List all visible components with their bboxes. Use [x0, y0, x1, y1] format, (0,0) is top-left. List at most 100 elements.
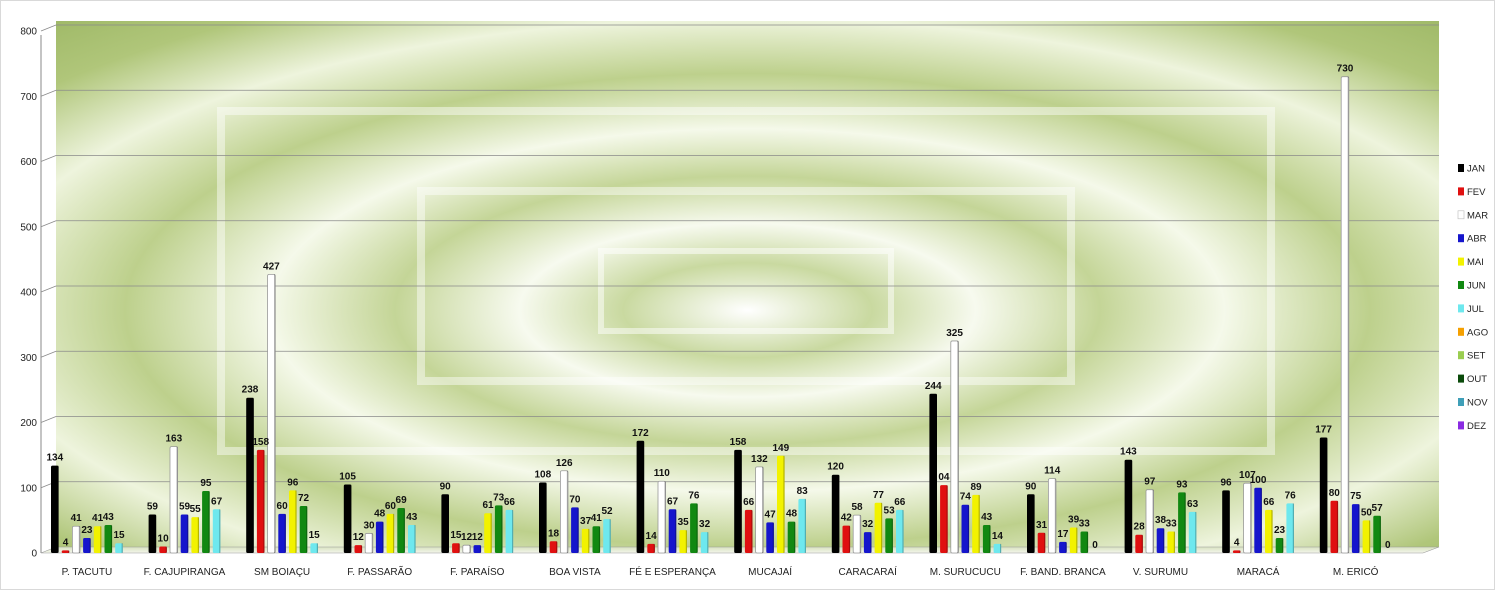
- data-label: 730: [1337, 64, 1354, 75]
- data-label: 66: [894, 497, 906, 508]
- data-label: 0: [1385, 540, 1391, 551]
- x-category-label: FÉ E ESPERANÇA: [629, 565, 716, 578]
- y-tick-label: 700: [20, 92, 37, 103]
- data-label: 120: [827, 462, 844, 473]
- legend-label-mai: MAI: [1467, 257, 1484, 268]
- gridline-diagonal: [40, 220, 57, 228]
- bar-mar: [1145, 489, 1154, 554]
- data-label: 105: [339, 471, 356, 482]
- bar-shade-abr: [1260, 487, 1262, 553]
- bar-shade-mar: [1152, 489, 1154, 553]
- legend-swatch-ago: [1458, 327, 1464, 336]
- bar-shade-fev: [946, 485, 948, 553]
- bar-shade-jan: [545, 482, 547, 553]
- bar-jun: [982, 524, 991, 553]
- bar-mai: [386, 513, 395, 553]
- data-label: 114: [1044, 466, 1061, 477]
- gridline-diagonal: [40, 416, 57, 423]
- gridline-diagonal: [40, 155, 57, 162]
- bar-mai: [1265, 509, 1273, 553]
- data-label: 48: [786, 509, 798, 520]
- bar-shade-fev: [556, 541, 558, 553]
- x-category-label: F. PARAÍSO: [450, 565, 504, 578]
- plot-area-background: [56, 21, 1439, 547]
- bar-shade-mai: [1271, 509, 1273, 553]
- data-label: 47: [765, 509, 777, 520]
- bar-jan: [636, 440, 645, 553]
- bar-jan: [1124, 459, 1133, 553]
- data-label: 66: [1263, 497, 1275, 508]
- legend-swatch-dez: [1458, 421, 1464, 430]
- gridline-diagonal: [40, 89, 57, 97]
- data-label: 93: [1176, 479, 1188, 490]
- bar-jul: [1188, 511, 1197, 553]
- bar-jun: [397, 507, 405, 553]
- data-label: 41: [71, 513, 83, 524]
- y-axis-ticks: 0 100 200 300 400 500 600 700 800: [20, 27, 37, 560]
- bar-shade-jan: [1228, 490, 1230, 553]
- data-label: 134: [46, 453, 63, 464]
- bar-jan: [1319, 437, 1328, 553]
- legend-label-jun: JUN: [1467, 281, 1486, 292]
- bar-shade-mai: [1173, 531, 1175, 553]
- data-label: 163: [165, 434, 182, 445]
- data-label: 15: [450, 530, 462, 541]
- legend-swatch-fev: [1458, 187, 1464, 196]
- bar-jun: [1178, 492, 1186, 553]
- data-label: 149: [772, 443, 789, 454]
- bar-abr: [278, 513, 286, 553]
- y-tick-label: 500: [20, 222, 37, 233]
- bar-mai: [1069, 527, 1078, 553]
- bar-abr: [1156, 528, 1165, 553]
- bar-mai: [874, 502, 883, 553]
- bar-jan: [246, 397, 254, 553]
- legend-label-jul: JUL: [1467, 304, 1484, 315]
- bar-shade-mar: [1347, 76, 1349, 554]
- data-label: 41: [591, 513, 603, 524]
- bar-jun: [885, 518, 893, 553]
- y-tick-label: 800: [20, 27, 37, 38]
- legend-label-ago: AGO: [1467, 327, 1488, 338]
- legend-swatch-mar: [1457, 210, 1465, 220]
- bar-shade-jul: [902, 509, 904, 553]
- bar-mai: [777, 455, 785, 553]
- bar-shade-abr: [479, 545, 482, 553]
- bar-shade-jan: [643, 440, 645, 553]
- bar-mar: [1243, 482, 1252, 554]
- bar-shade-jul: [1195, 511, 1197, 553]
- data-label: 143: [1120, 447, 1137, 458]
- bar-shade-mai: [685, 530, 687, 553]
- data-label: 244: [925, 381, 942, 392]
- bar-shade-mai: [100, 526, 102, 553]
- bar-mar: [1340, 76, 1350, 554]
- data-label: 17: [1057, 529, 1069, 540]
- bar-jul: [310, 543, 318, 553]
- bar-fev: [354, 545, 363, 553]
- bar-jan: [1222, 490, 1230, 553]
- data-label: 74: [960, 492, 972, 503]
- data-label: 15: [113, 530, 125, 541]
- data-label: 15: [309, 530, 321, 541]
- legend-swatch-mai: [1458, 257, 1464, 266]
- bar-fev: [744, 509, 753, 553]
- bar-jan: [1027, 494, 1035, 553]
- legend-swatch-abr: [1458, 234, 1464, 243]
- data-label: 110: [654, 468, 671, 479]
- bar-shade-jan: [1131, 459, 1133, 553]
- data-label: 59: [147, 502, 159, 513]
- bar-shade-mai: [295, 490, 297, 553]
- bar-fev: [256, 449, 265, 553]
- bar-jun: [787, 521, 796, 553]
- bar-shade-jun: [989, 524, 991, 553]
- data-label: 35: [678, 517, 690, 528]
- data-label: 90: [440, 481, 452, 492]
- data-label: 23: [1274, 525, 1286, 536]
- bar-shade-fev: [263, 449, 265, 553]
- data-label: 18: [548, 528, 560, 539]
- bar-mar: [364, 533, 374, 554]
- bar-shade-fev: [360, 545, 363, 553]
- x-category-label: MUCAJAÍ: [748, 565, 792, 578]
- x-axis-categories: P. TACUTU F. CAJUPIRANGA SM BOIAÇU F. PASSA…: [62, 565, 1379, 578]
- data-label: 89: [970, 482, 982, 493]
- y-tick-label: 300: [20, 353, 37, 364]
